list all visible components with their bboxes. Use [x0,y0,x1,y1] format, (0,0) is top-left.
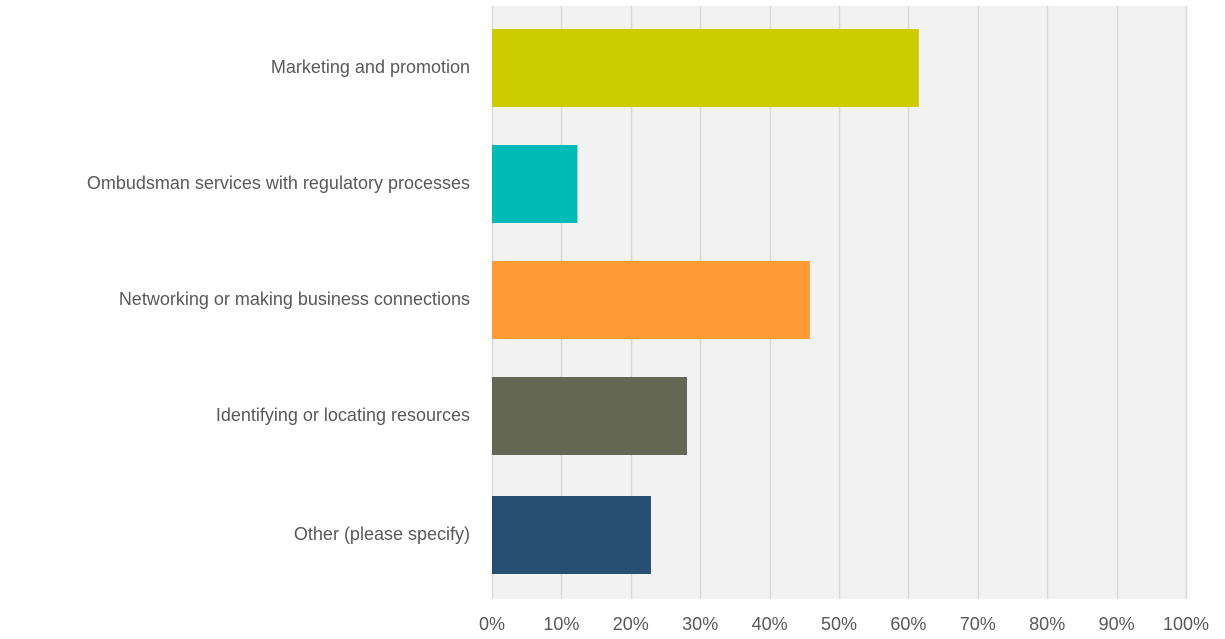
category-label-2: Networking or making business connection… [119,289,470,309]
x-tick-label-2: 20% [613,614,649,634]
x-axis-tick-labels: 0% 10% 20% 30% 40% 50% 60% 70% 80% 90% 100% [479,614,1209,634]
category-label-0: Marketing and promotion [271,57,470,77]
category-label-3: Identifying or locating resources [216,405,470,425]
x-tick-label-4: 40% [752,614,788,634]
x-tick-label-10: 100% [1163,614,1209,634]
category-label-4: Other (please specify) [294,524,470,544]
bar-0 [492,29,919,107]
bar-2 [492,261,810,339]
bar-1 [492,145,578,223]
x-tick-label-3: 30% [682,614,718,634]
bars [492,29,919,574]
x-tick-label-1: 10% [543,614,579,634]
category-labels: Marketing and promotion Ombudsman service… [87,57,470,544]
x-tick-label-5: 50% [821,614,857,634]
x-tick-label-6: 60% [890,614,926,634]
x-tick-label-0: 0% [479,614,505,634]
x-tick-label-9: 90% [1099,614,1135,634]
category-label-1: Ombudsman services with regulatory proce… [87,173,470,193]
x-tick-label-8: 80% [1029,614,1065,634]
bar-3 [492,377,688,455]
x-tick-label-7: 70% [960,614,996,634]
bar-4 [492,496,651,574]
